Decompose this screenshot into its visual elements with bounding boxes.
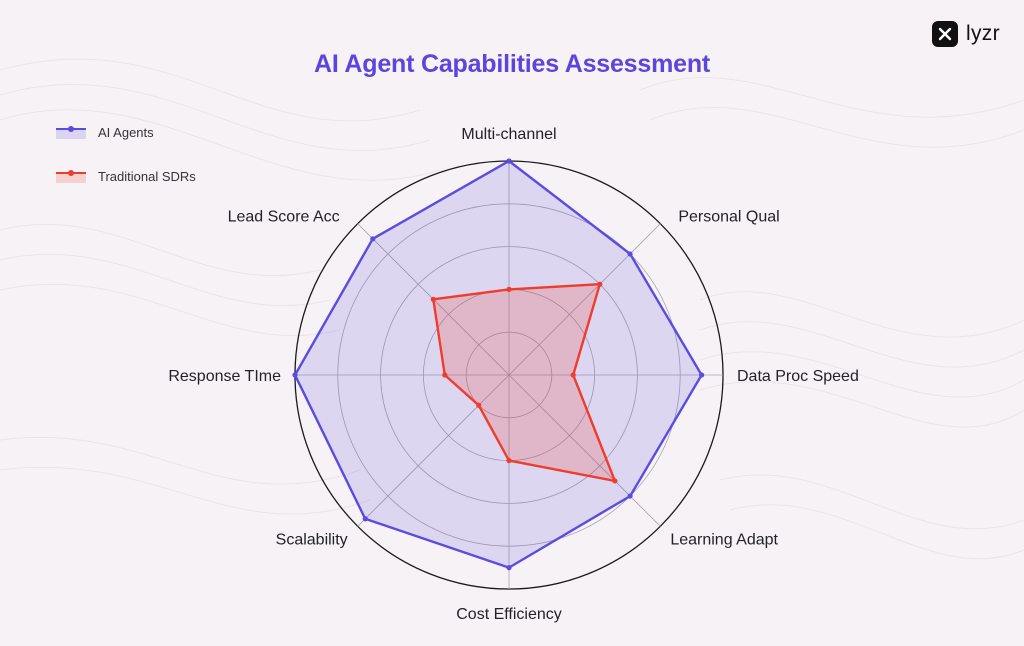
axis-label-lead-score-acc: Lead Score Acc [228,209,340,226]
series-traditional-sdrs-point-personal-qual [597,281,603,287]
series-traditional-sdrs-point-response-time [442,372,448,378]
series-ai-agents-point-lead-score-acc [370,236,376,242]
legend-item-ai-agents: AI Agents [56,120,196,144]
radar-spoke [357,374,510,527]
series-ai-agents-point-scalability [362,516,368,522]
lyzr-logo-icon [932,21,958,47]
axis-label-scalability: Scalability [276,531,348,548]
axis-label-cost-efficiency: Cost Efficiency [456,606,562,623]
series-ai-agents-point-cost-efficiency [506,565,512,571]
legend-swatch-ai-agents-icon [56,126,86,139]
brand-logo: lyzr [932,21,1000,47]
series-traditional-sdrs-point-data-proc-speed [570,372,576,378]
radar-spoke [508,223,661,376]
axis-label-response-time: Response TIme [168,368,281,385]
axis-label-personal-qual: Personal Qual [678,209,779,226]
radar-spoke [508,374,661,527]
series-ai-agents-point-multi-channel [506,158,512,164]
chart-legend: AI Agents Traditional SDRs [56,120,196,208]
series-ai-agents-point-data-proc-speed [699,372,705,378]
series-ai-agents-point-response-time [292,372,298,378]
legend-item-traditional-sdrs: Traditional SDRs [56,164,196,188]
chart-title: AI Agent Capabilities Assessment [313,50,711,78]
axis-label-learning-adapt: Learning Adapt [670,531,778,548]
brand-name: lyzr [966,22,1000,45]
series-ai-agents-point-personal-qual [627,251,633,257]
series-traditional-sdrs-point-scalability [476,402,482,408]
radar-series [292,158,705,571]
axis-label-data-proc-speed: Data Proc Speed [737,368,859,385]
legend-label-ai-agents: AI Agents [98,124,154,140]
legend-label-traditional-sdrs: Traditional SDRs [98,168,196,184]
series-ai-agents-point-learning-adapt [627,493,633,499]
radar-axis-labels: Multi-channel Personal Qual Data Proc Spee… [168,126,859,623]
series-traditional-sdrs-point-multi-channel [506,286,512,292]
series-traditional-sdrs-point-cost-efficiency [506,458,512,464]
series-traditional-sdrs-point-learning-adapt [612,478,618,484]
series-traditional-sdrs-point-lead-score-acc [430,296,436,302]
legend-swatch-traditional-sdrs-icon [56,170,86,183]
axis-label-multi-channel: Multi-channel [461,126,556,143]
